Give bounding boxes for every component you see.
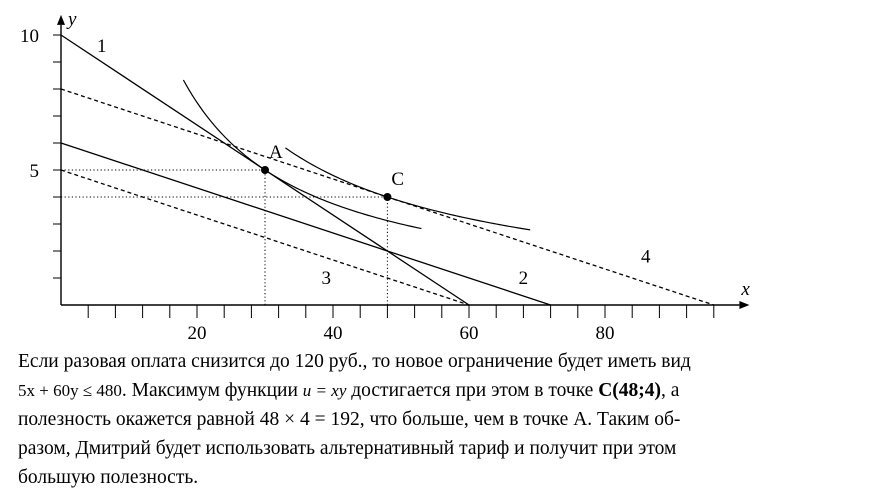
indifference-curve-2 [285, 147, 531, 231]
line-label-4: 4 [641, 246, 651, 267]
caption-line-2-part-3: , а [661, 380, 680, 401]
tick-labels: 20 40 60 80 5 10 [20, 26, 615, 344]
caption-line-2-part-2: достигается при этом в точке [346, 380, 599, 401]
line-labels: 1 2 3 4 [97, 36, 651, 289]
x-tick-label-80: 80 [596, 323, 615, 344]
x-tick-label-20: 20 [188, 323, 207, 344]
caption-line-2-part-1: . Максимум функции [121, 380, 303, 401]
axis-ticks [53, 34, 715, 318]
point-a-marker [261, 166, 269, 174]
x-tick-label-40: 40 [324, 323, 343, 344]
y-axis-arrow-icon [57, 14, 65, 25]
x-axis-arrow-icon [739, 301, 750, 309]
caption-text: Если разовая оплата снизится до 120 руб.… [18, 347, 880, 492]
indifference-curves [182, 79, 531, 231]
budget-line-2 [60, 142, 551, 306]
budget-line-3 [60, 169, 470, 306]
caption-line-5: большую полезность. [18, 467, 199, 488]
line-label-2: 2 [519, 268, 529, 289]
caption-line-3: полезность окажется равной 48 × 4 = 192,… [18, 409, 681, 430]
caption-line-4: разом, Дмитрий будет использовать альтер… [18, 438, 677, 459]
points: AC [261, 142, 404, 201]
axis-labels: xy [66, 9, 750, 300]
point-c-coords: C(48;4) [598, 380, 662, 401]
point-c-marker [383, 193, 392, 201]
y-tick-label-10: 10 [20, 26, 39, 47]
y-tick-label-5: 5 [30, 161, 40, 182]
point-c-label: C [391, 169, 404, 190]
caption-line-1: Если разовая оплата снизится до 120 руб.… [18, 351, 691, 372]
indifference-curve-1 [182, 79, 422, 230]
line-label-3: 3 [321, 268, 331, 289]
caption-line-2: 5x + 60y ≤ 480. Максимум функции u = xy … [18, 376, 880, 405]
point-a-label: A [269, 142, 283, 163]
constraint-formula: 5x + 60y ≤ 480 [18, 381, 122, 400]
y-axis-label: y [66, 9, 77, 30]
utility-formula: u = xy [302, 381, 347, 400]
x-tick-label-60: 60 [460, 323, 479, 344]
axes [57, 14, 750, 309]
x-axis-label: x [740, 279, 750, 300]
guide-lines [61, 169, 388, 305]
line-label-1: 1 [97, 36, 107, 57]
